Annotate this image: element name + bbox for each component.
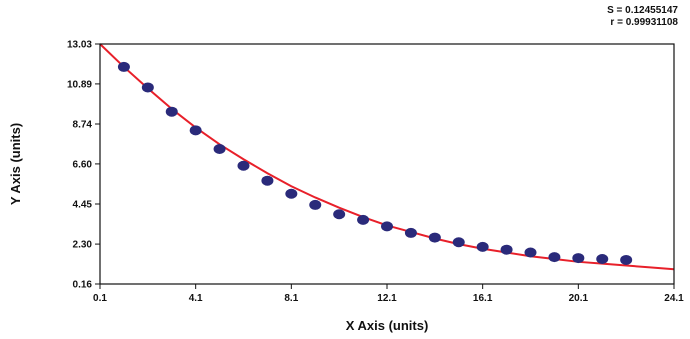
data-point (237, 160, 250, 171)
data-point (309, 199, 322, 210)
x-axis: 0.1 4.1 8.1 12.1 16.1 20.1 24.1 (93, 284, 684, 304)
data-point (213, 143, 226, 154)
data-point (572, 253, 585, 264)
x-tick-label: 0.1 (93, 293, 107, 304)
x-axis-title: X Axis (units) (346, 318, 429, 333)
y-tick-label: 2.30 (73, 240, 93, 251)
data-point (524, 247, 537, 258)
data-point (476, 241, 489, 252)
x-tick-label: 4.1 (189, 293, 203, 304)
fit-curve-layer (99, 43, 675, 271)
data-point (548, 252, 561, 263)
y-tick-label: 4.45 (73, 200, 93, 211)
y-tick-label: 8.74 (73, 120, 93, 131)
data-point (189, 125, 202, 136)
data-point (452, 237, 465, 248)
data-point (620, 254, 633, 265)
data-point (117, 61, 130, 72)
x-tick-label: 20.1 (569, 293, 589, 304)
data-point (381, 221, 393, 232)
x-tick-label: 8.1 (284, 293, 298, 304)
data-point (500, 244, 513, 255)
data-point (428, 232, 441, 243)
data-point (357, 214, 370, 225)
x-tick-label: 12.1 (377, 293, 397, 304)
x-tick-label: 16.1 (473, 293, 493, 304)
y-tick-label: 13.03 (67, 40, 92, 51)
y-axis-title: Y Axis (units) (8, 123, 23, 205)
y-axis: 0.16 2.30 4.45 6.60 8.74 10.89 13.03 (67, 40, 100, 291)
plot-area (99, 43, 675, 285)
correlation-label: r = 0.99931108 (610, 17, 678, 28)
fit-curve (99, 43, 675, 271)
data-point (596, 254, 609, 265)
std-error-label: S = 0.12455147 (607, 5, 678, 16)
data-point (333, 209, 346, 220)
data-point (261, 175, 274, 186)
y-tick-label: 6.60 (73, 159, 93, 170)
data-point (404, 227, 417, 238)
data-points-layer (117, 61, 633, 265)
fit-statistics: S = 0.12455147 r = 0.99931108 (607, 5, 678, 29)
data-point (165, 106, 178, 117)
data-point (141, 82, 154, 93)
y-tick-label: 0.16 (73, 280, 93, 291)
data-point (285, 188, 298, 199)
x-tick-label: 24.1 (664, 293, 684, 304)
y-tick-label: 10.89 (67, 79, 92, 90)
